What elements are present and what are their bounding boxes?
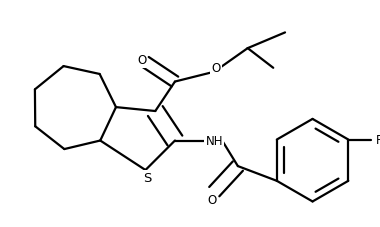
- Text: O: O: [137, 54, 146, 67]
- Text: F: F: [375, 133, 380, 146]
- Text: NH: NH: [206, 134, 223, 147]
- Text: S: S: [143, 172, 152, 185]
- Text: O: O: [208, 193, 217, 206]
- Text: O: O: [212, 62, 221, 75]
